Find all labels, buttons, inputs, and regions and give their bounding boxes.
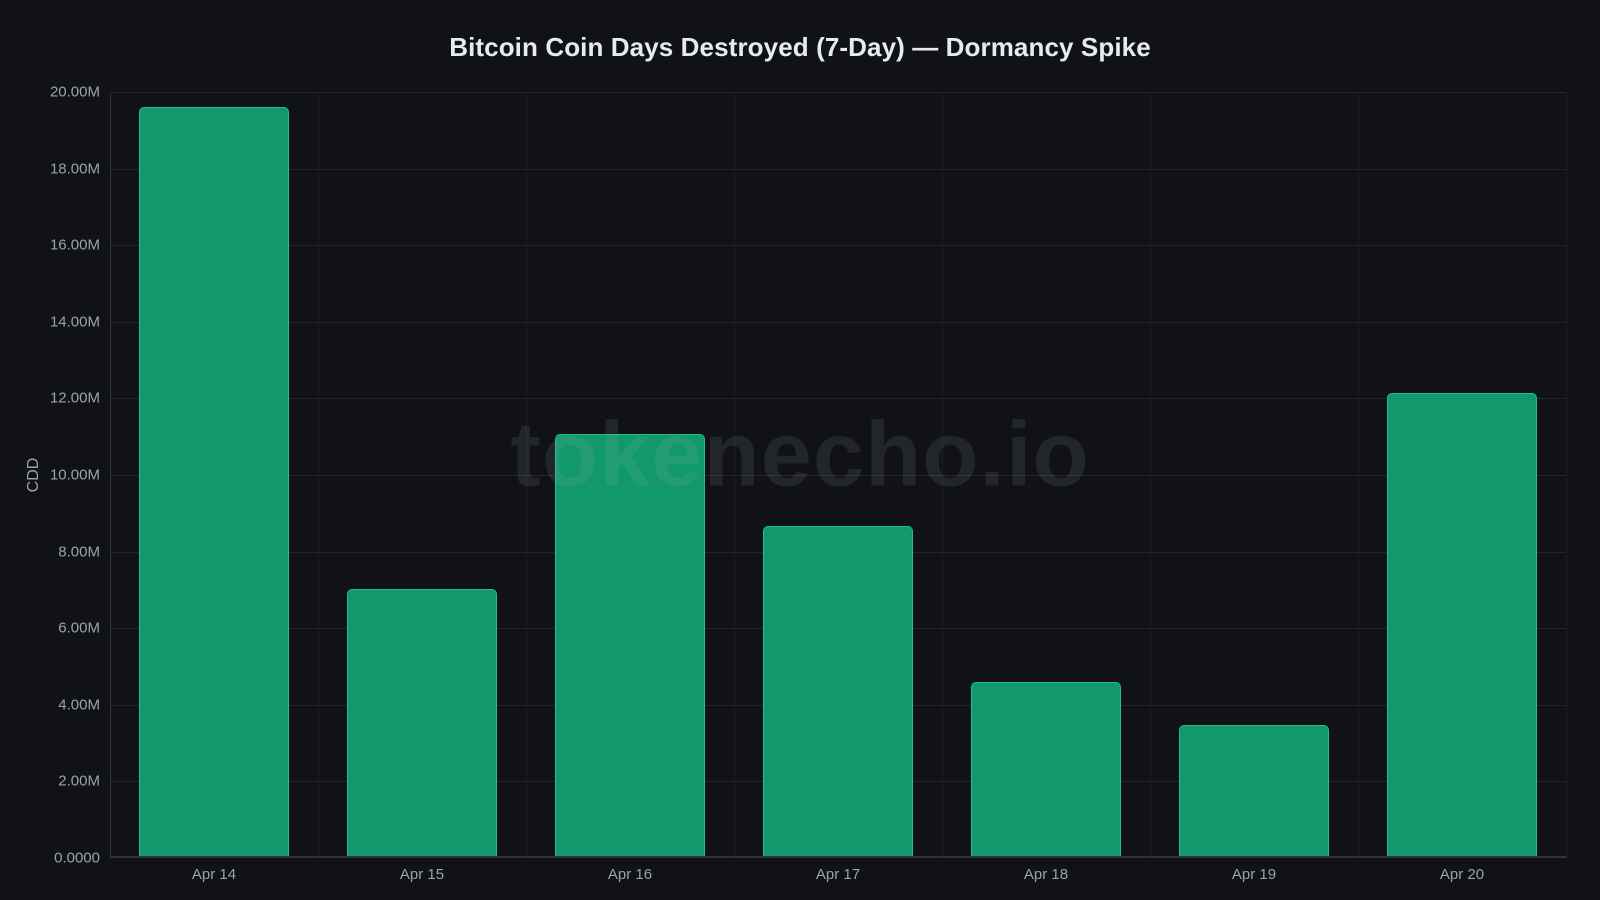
gridline-vertical xyxy=(526,92,527,858)
gridline-horizontal xyxy=(110,245,1566,247)
bar-apr-15[interactable] xyxy=(347,588,497,856)
gridline-horizontal xyxy=(110,321,1566,323)
y-tick-label: 12.00M xyxy=(49,389,100,407)
bar-apr-20[interactable] xyxy=(1387,393,1537,856)
x-tick-label: Apr 14 xyxy=(191,866,237,883)
x-tick-label: Apr 19 xyxy=(1231,866,1277,883)
x-tick-label: Apr 18 xyxy=(1023,866,1069,883)
x-tick-label: Apr 17 xyxy=(815,866,861,883)
y-tick-label: 10.00M xyxy=(49,466,100,484)
y-tick-label: 18.00M xyxy=(49,160,100,178)
chart-title: Bitcoin Coin Days Destroyed (7-Day) — Do… xyxy=(449,32,1151,62)
y-tick-label: 16.00M xyxy=(49,236,100,254)
x-tick-label: Apr 15 xyxy=(399,866,445,883)
y-tick-label: 2.00M xyxy=(58,772,100,790)
gridline-horizontal xyxy=(110,475,1566,476)
gridline-vertical xyxy=(942,92,943,858)
gridline-vertical xyxy=(1358,92,1359,858)
y-tick-label: 0.0000 xyxy=(54,849,100,867)
y-tick-label: 20.00M xyxy=(49,83,100,101)
bar-apr-14[interactable] xyxy=(139,107,289,856)
gridline-horizontal xyxy=(110,168,1566,170)
gridline-vertical xyxy=(1150,92,1151,858)
gridline-horizontal xyxy=(110,398,1566,400)
y-tick-label: 6.00M xyxy=(58,619,100,637)
gridline-vertical xyxy=(1566,92,1567,858)
bar-apr-17[interactable] xyxy=(763,525,913,856)
bar-apr-18[interactable] xyxy=(971,682,1121,856)
y-tick-label: 4.00M xyxy=(58,696,100,714)
gridline-vertical xyxy=(734,92,735,858)
bar-apr-19[interactable] xyxy=(1179,725,1329,856)
x-tick-label: Apr 20 xyxy=(1439,866,1485,883)
plot-area xyxy=(110,92,1567,858)
y-tick-label: 14.00M xyxy=(49,313,100,331)
gridline-horizontal xyxy=(110,92,1566,93)
x-tick-label: Apr 16 xyxy=(607,866,653,883)
y-tick-label: 8.00M xyxy=(58,543,100,561)
gridline-vertical xyxy=(318,92,319,858)
bar-apr-16[interactable] xyxy=(555,433,705,856)
x-axis-line xyxy=(110,856,1566,858)
